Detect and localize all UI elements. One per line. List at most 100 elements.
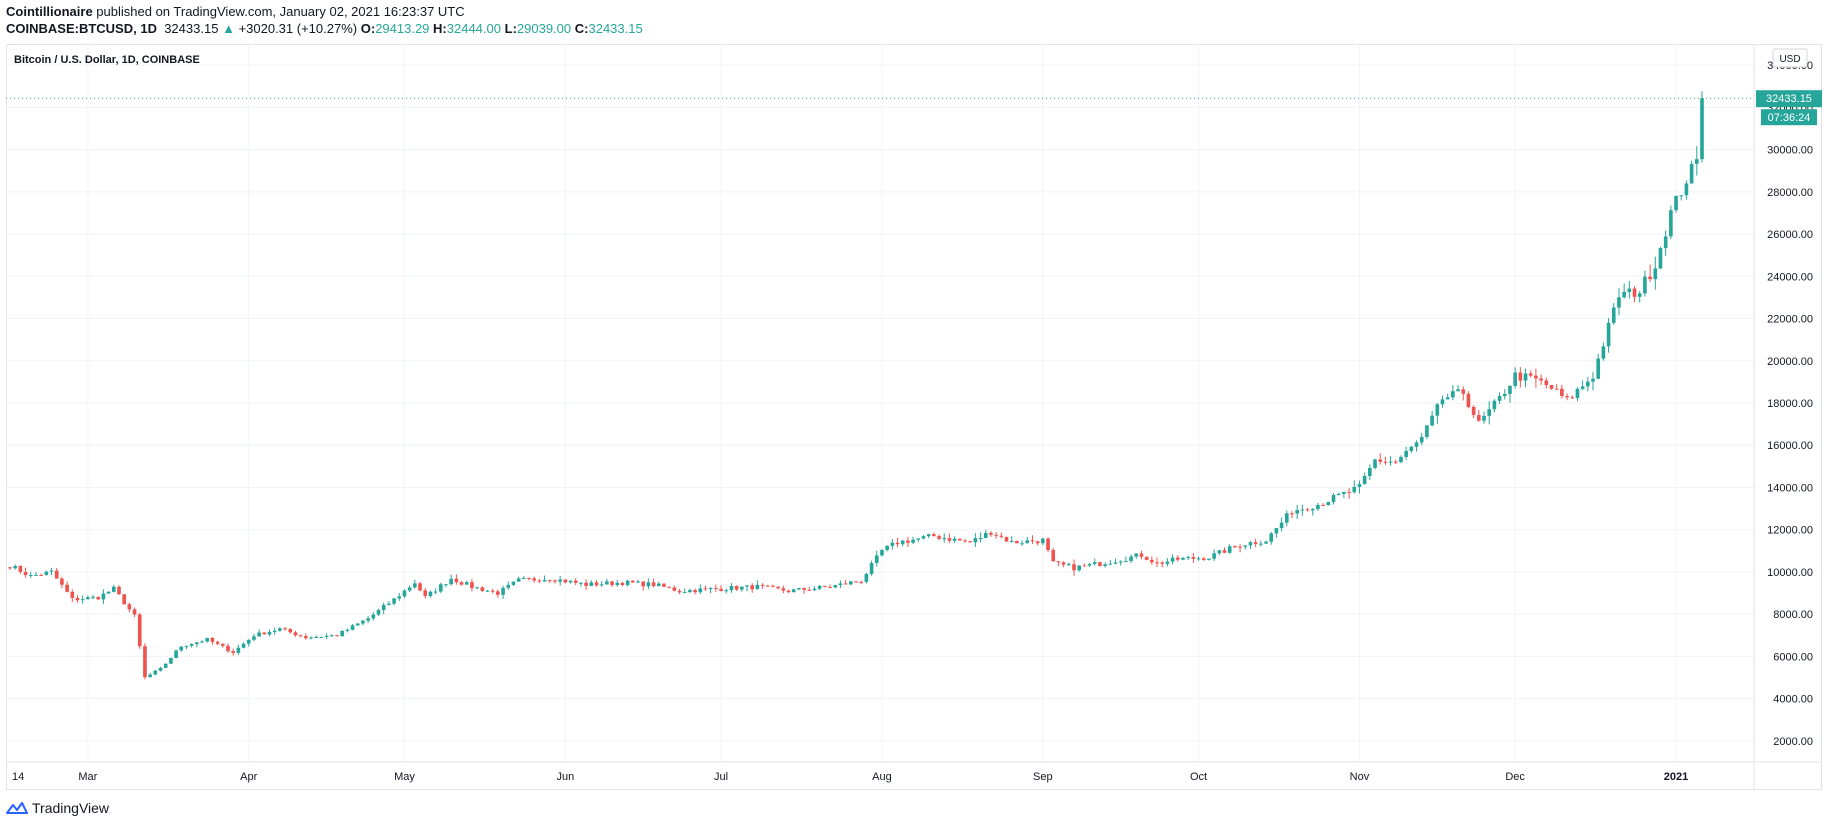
candle-body: [1632, 288, 1637, 297]
candle-body: [786, 590, 791, 593]
candle-body: [885, 545, 889, 551]
x-tick-label: Sep: [1033, 771, 1053, 783]
candle-body: [714, 588, 718, 590]
candle-body: [584, 582, 588, 586]
candle-body: [86, 597, 90, 600]
candle-body: [205, 637, 210, 642]
candle-body: [1305, 509, 1310, 511]
x-tick-label: 14: [12, 771, 24, 783]
y-tick-label: 24000.00: [1767, 271, 1813, 283]
candle-body: [1440, 399, 1445, 405]
candle-body: [179, 646, 184, 651]
candle-body: [1388, 461, 1393, 463]
candle-body: [236, 647, 241, 653]
candle-body: [1274, 528, 1279, 534]
candle-body: [1009, 541, 1014, 543]
candle-body: [418, 583, 422, 591]
candle-body: [682, 592, 687, 594]
candle-body: [1279, 522, 1284, 529]
candle-body: [407, 587, 412, 591]
candle-body: [1648, 276, 1652, 280]
candle-body: [1139, 553, 1144, 557]
y-tick-label: 4000.00: [1773, 694, 1813, 706]
candle-body: [1269, 533, 1274, 542]
footer-brand[interactable]: TradingView: [6, 800, 109, 816]
candle-body: [39, 574, 43, 576]
y-tick-label: 6000.00: [1773, 651, 1813, 663]
candle-body: [449, 578, 453, 585]
candle-body: [1103, 564, 1107, 567]
candle-body: [1295, 510, 1299, 514]
candle-body: [1186, 557, 1190, 559]
candle-body: [137, 614, 142, 647]
candle-body: [1238, 546, 1242, 548]
y-tick-label: 2000.00: [1773, 736, 1813, 748]
candle-body: [1399, 456, 1403, 463]
currency-button[interactable]: [1772, 48, 1808, 68]
time-axis: 14 Mar Apr May Jun Jul Aug Sep Oct Nov Dec 2021: [12, 771, 1688, 783]
candle-body: [1092, 562, 1097, 564]
countdown-label: 07:36:24: [1768, 112, 1811, 124]
candle-body: [1170, 557, 1175, 562]
candle-body: [163, 663, 168, 668]
candle-body: [49, 570, 54, 572]
candle-body: [345, 629, 350, 631]
candle-body: [8, 567, 12, 569]
candle-body: [169, 657, 173, 664]
candle-body: [324, 635, 329, 637]
candle-body: [1072, 564, 1076, 571]
candle-body: [1025, 540, 1030, 544]
x-tick-label: Aug: [872, 771, 892, 783]
candle-body: [501, 587, 505, 595]
symbol-info-bar: COINBASE:BTCUSD, 1D 32433.15 ▲ +3020.31 …: [6, 21, 643, 36]
candle-body: [1326, 502, 1331, 506]
high-value: 32444.00: [446, 21, 501, 36]
candle-body: [1601, 346, 1606, 359]
candle-body: [1051, 550, 1056, 562]
candle-body: [1643, 276, 1647, 294]
candle-body: [932, 534, 936, 537]
currency-label[interactable]: USD: [1779, 54, 1800, 65]
candle-body: [745, 585, 749, 587]
candle-body: [843, 583, 848, 585]
candle-body: [921, 536, 926, 539]
candle-body: [44, 571, 49, 575]
candle-body: [906, 540, 910, 543]
candle-body: [1502, 393, 1507, 397]
candle-body: [1368, 467, 1372, 477]
high-label: H:: [433, 21, 447, 36]
candle-body: [54, 570, 59, 579]
x-tick-label: May: [394, 771, 415, 783]
candle-body: [387, 603, 391, 606]
candle-body: [304, 636, 308, 639]
candle-body: [880, 550, 884, 556]
candlestick-chart[interactable]: 2000.00 4000.00 6000.00 8000.00 10000.00 1200…: [6, 44, 1822, 790]
candle-body: [267, 632, 272, 635]
y-tick-label: 18000.00: [1767, 398, 1813, 410]
candle-body: [496, 591, 500, 595]
candle-body: [1056, 561, 1061, 563]
candle-body: [599, 584, 604, 586]
candle-body: [947, 538, 952, 541]
candle-body: [1689, 163, 1694, 184]
candle-body: [1674, 195, 1678, 211]
candle-body: [1617, 297, 1621, 308]
candle-body: [288, 629, 293, 633]
candle-body: [677, 590, 682, 593]
candle-body: [80, 599, 85, 601]
candle-body: [1508, 385, 1512, 394]
candle-body: [537, 580, 542, 582]
candle-body: [807, 589, 812, 591]
candle-body: [1575, 388, 1580, 399]
candle-body: [1513, 372, 1517, 386]
author-name[interactable]: Cointillionaire: [6, 4, 93, 19]
candle-body: [823, 585, 827, 587]
candle-body: [1243, 545, 1248, 547]
candle-body: [423, 590, 428, 596]
candle-body: [1160, 562, 1165, 564]
candle-body: [511, 581, 516, 585]
candle-body: [651, 582, 656, 587]
y-tick-label: 10000.00: [1767, 567, 1813, 579]
candle-body: [1456, 389, 1460, 392]
candle-body: [1212, 553, 1216, 559]
